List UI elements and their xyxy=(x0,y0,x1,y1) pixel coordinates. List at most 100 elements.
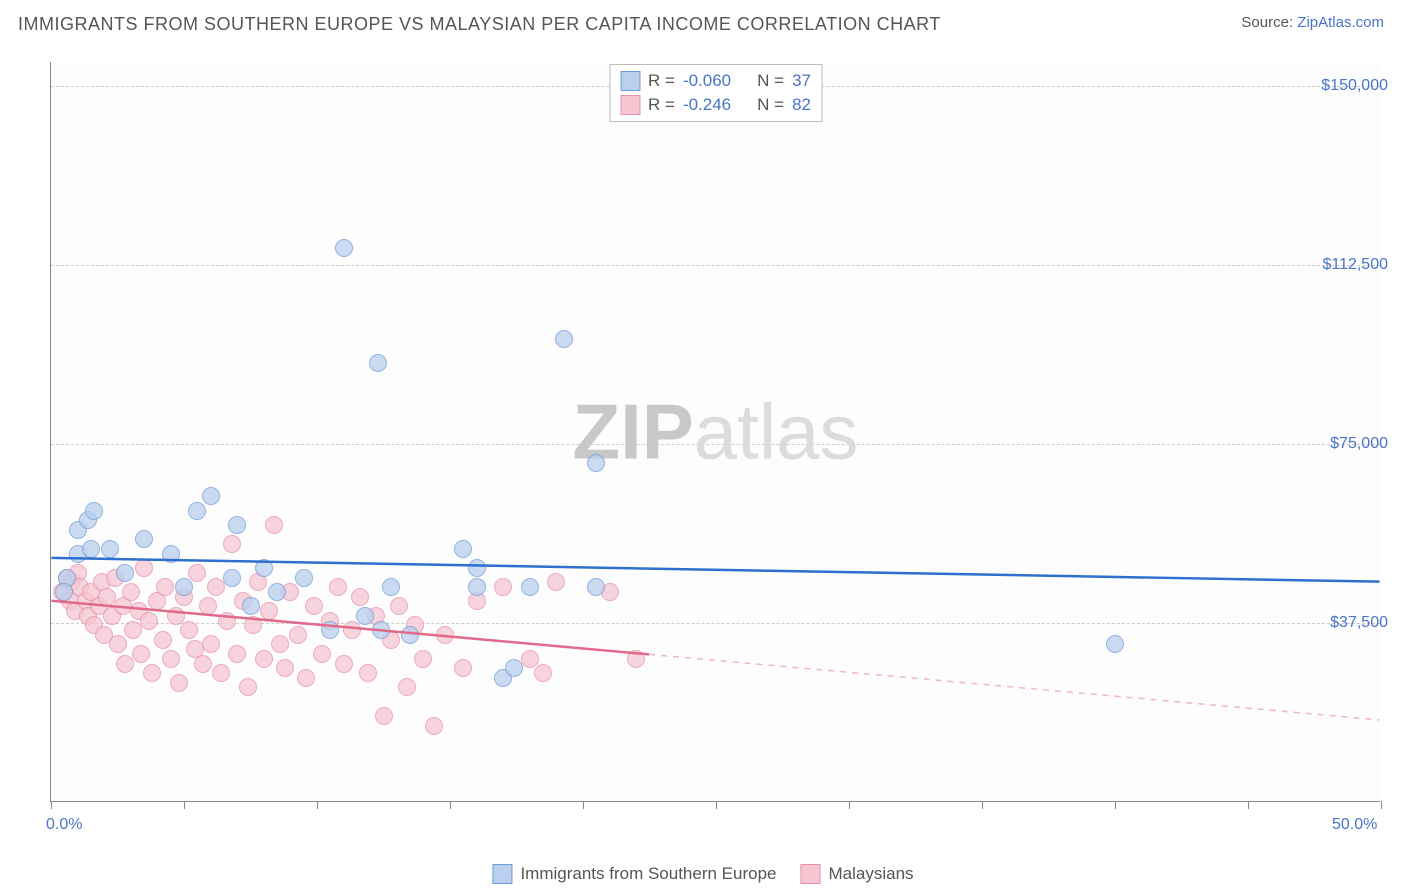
scatter-point xyxy=(255,559,273,577)
legend-swatch-b xyxy=(801,864,821,884)
scatter-point xyxy=(335,655,353,673)
scatter-point xyxy=(212,664,230,682)
legend-label-a: Immigrants from Southern Europe xyxy=(520,864,776,884)
scatter-point xyxy=(468,559,486,577)
source-prefix: Source: xyxy=(1241,14,1297,31)
legend-row-series-a: R = -0.060 N = 37 xyxy=(620,69,811,93)
scatter-point xyxy=(382,578,400,596)
scatter-point xyxy=(369,354,387,372)
scatter-point xyxy=(255,650,273,668)
scatter-point xyxy=(223,535,241,553)
gridline xyxy=(51,265,1380,266)
scatter-point xyxy=(375,707,393,725)
x-tick xyxy=(716,801,717,809)
scatter-point xyxy=(180,621,198,639)
scatter-point xyxy=(124,621,142,639)
watermark-rest: atlas xyxy=(694,387,859,475)
source-attribution: Source: ZipAtlas.com xyxy=(1241,14,1384,31)
legend-r-label: R = xyxy=(648,95,675,115)
scatter-point xyxy=(202,635,220,653)
legend-item-b: Malaysians xyxy=(801,864,914,884)
y-tick-label: $37,500 xyxy=(1330,614,1388,632)
x-tick xyxy=(1381,801,1382,809)
scatter-point xyxy=(627,650,645,668)
scatter-point xyxy=(188,564,206,582)
scatter-point xyxy=(132,645,150,663)
scatter-point xyxy=(289,626,307,644)
legend-n-label: N = xyxy=(757,71,784,91)
x-tick xyxy=(1115,801,1116,809)
scatter-point xyxy=(521,578,539,596)
scatter-point xyxy=(156,578,174,596)
scatter-point xyxy=(239,678,257,696)
legend-n-value: 82 xyxy=(792,95,811,115)
legend-row-series-b: R = -0.246 N = 82 xyxy=(620,93,811,117)
scatter-point xyxy=(135,559,153,577)
scatter-point xyxy=(260,602,278,620)
legend-label-b: Malaysians xyxy=(829,864,914,884)
scatter-point xyxy=(82,540,100,558)
scatter-point xyxy=(295,569,313,587)
x-tick xyxy=(51,801,52,809)
series-legend: Immigrants from Southern Europe Malaysia… xyxy=(492,864,913,884)
scatter-chart: ZIPatlas R = -0.060 N = 37 R = -0.246 N … xyxy=(50,62,1380,802)
y-tick-label: $112,500 xyxy=(1322,256,1388,274)
scatter-point xyxy=(154,631,172,649)
legend-swatch-a xyxy=(492,864,512,884)
scatter-point xyxy=(143,664,161,682)
scatter-point xyxy=(218,612,236,630)
scatter-point xyxy=(101,540,119,558)
scatter-point xyxy=(372,621,390,639)
scatter-point xyxy=(297,669,315,687)
source-link[interactable]: ZipAtlas.com xyxy=(1297,14,1384,31)
legend-swatch-a xyxy=(620,71,640,91)
scatter-point xyxy=(194,655,212,673)
x-tick xyxy=(1248,801,1249,809)
scatter-point xyxy=(276,659,294,677)
scatter-point xyxy=(207,578,225,596)
scatter-point xyxy=(162,545,180,563)
scatter-point xyxy=(401,626,419,644)
scatter-point xyxy=(547,573,565,591)
scatter-point xyxy=(122,583,140,601)
scatter-point xyxy=(335,239,353,257)
scatter-point xyxy=(494,578,512,596)
x-tick-label: 0.0% xyxy=(46,816,82,834)
chart-header: IMMIGRANTS FROM SOUTHERN EUROPE VS MALAY… xyxy=(0,0,1406,45)
scatter-point xyxy=(116,564,134,582)
correlation-legend: R = -0.060 N = 37 R = -0.246 N = 82 xyxy=(609,64,822,122)
scatter-point xyxy=(167,607,185,625)
legend-r-value: -0.060 xyxy=(683,71,731,91)
scatter-point xyxy=(356,607,374,625)
scatter-point xyxy=(55,583,73,601)
scatter-point xyxy=(555,330,573,348)
scatter-point xyxy=(425,717,443,735)
scatter-point xyxy=(199,597,217,615)
x-tick xyxy=(450,801,451,809)
x-tick xyxy=(184,801,185,809)
x-tick xyxy=(583,801,584,809)
scatter-point xyxy=(140,612,158,630)
scatter-point xyxy=(505,659,523,677)
scatter-point xyxy=(534,664,552,682)
chart-title: IMMIGRANTS FROM SOUTHERN EUROPE VS MALAY… xyxy=(18,14,941,35)
scatter-point xyxy=(271,635,289,653)
scatter-point xyxy=(359,664,377,682)
scatter-point xyxy=(268,583,286,601)
scatter-point xyxy=(390,597,408,615)
scatter-point xyxy=(351,588,369,606)
scatter-point xyxy=(329,578,347,596)
scatter-point xyxy=(265,516,283,534)
scatter-point xyxy=(188,502,206,520)
x-tick xyxy=(849,801,850,809)
scatter-point xyxy=(313,645,331,663)
scatter-point xyxy=(175,578,193,596)
legend-r-value: -0.246 xyxy=(683,95,731,115)
scatter-point xyxy=(343,621,361,639)
gridline xyxy=(51,444,1380,445)
scatter-point xyxy=(202,487,220,505)
watermark: ZIPatlas xyxy=(572,386,858,477)
scatter-point xyxy=(135,530,153,548)
y-tick-label: $75,000 xyxy=(1330,435,1388,453)
scatter-point xyxy=(414,650,432,668)
